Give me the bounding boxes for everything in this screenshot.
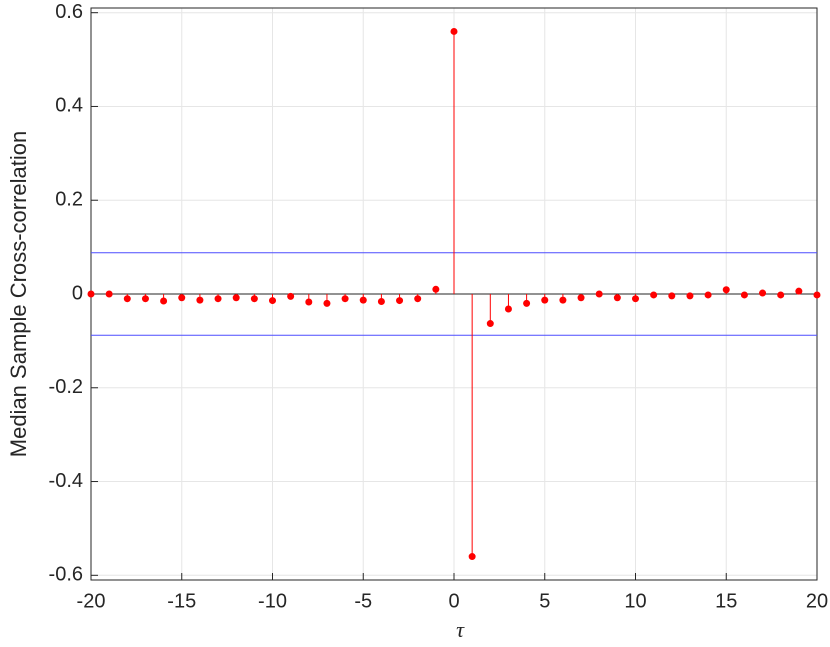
stem-marker — [396, 297, 404, 305]
stem-marker — [341, 295, 349, 303]
stem-marker — [613, 294, 621, 302]
stem-marker — [432, 285, 440, 293]
x-axis-label: τ — [456, 617, 465, 642]
stem-marker — [232, 294, 240, 302]
x-tick-label: 0 — [448, 590, 459, 612]
stem-marker — [486, 320, 494, 328]
stem-marker — [214, 295, 222, 303]
stem-marker — [105, 290, 113, 298]
y-tick-label: -0.4 — [49, 470, 83, 492]
x-tick-label: -10 — [258, 590, 287, 612]
stem-marker — [740, 291, 748, 299]
stem-marker — [196, 296, 204, 304]
y-tick-label: 0.4 — [55, 95, 83, 117]
stem-marker — [704, 291, 712, 299]
stem-marker — [359, 296, 367, 304]
x-tick-label: 20 — [806, 590, 828, 612]
x-tick-label: 15 — [715, 590, 737, 612]
stem-marker — [523, 299, 531, 307]
stem-marker — [650, 291, 658, 299]
stem-marker — [123, 295, 131, 303]
stem-marker — [250, 295, 258, 303]
stem-marker — [668, 292, 676, 300]
x-tick-label: 10 — [624, 590, 646, 612]
x-tick-label: 5 — [539, 590, 550, 612]
y-tick-label: 0.6 — [55, 1, 83, 23]
stem-marker — [305, 298, 313, 306]
y-axis-label: Median Sample Cross-correlation — [6, 131, 31, 457]
stem-marker — [686, 292, 694, 300]
stem-marker — [632, 295, 639, 303]
stem-marker — [795, 287, 803, 295]
x-tick-label: -5 — [354, 590, 372, 612]
stem-marker — [450, 27, 458, 35]
y-tick-label: -0.2 — [49, 376, 83, 398]
stem-marker — [468, 553, 476, 561]
stem-marker — [269, 297, 276, 305]
stem-marker — [414, 295, 422, 303]
stem-marker — [160, 297, 168, 305]
stem-marker — [377, 298, 385, 306]
stem-marker — [722, 286, 730, 294]
stem-marker — [813, 291, 821, 299]
y-tick-label: 0.2 — [55, 189, 83, 211]
stem-marker — [178, 294, 186, 302]
x-tick-label: -20 — [77, 590, 106, 612]
stem-marker — [541, 296, 549, 304]
stem-marker — [559, 296, 567, 304]
stem-marker — [504, 305, 512, 313]
stem-marker — [777, 291, 785, 299]
y-tick-label: -0.6 — [49, 564, 83, 586]
stem-marker — [759, 289, 767, 297]
stem-marker — [141, 295, 149, 303]
stem-marker — [577, 294, 585, 302]
stem-marker — [595, 290, 603, 298]
x-tick-label: -15 — [167, 590, 196, 612]
stem-marker — [87, 290, 95, 298]
stem-marker — [287, 292, 295, 300]
y-tick-label: 0 — [72, 282, 83, 304]
stem-marker — [323, 299, 331, 307]
